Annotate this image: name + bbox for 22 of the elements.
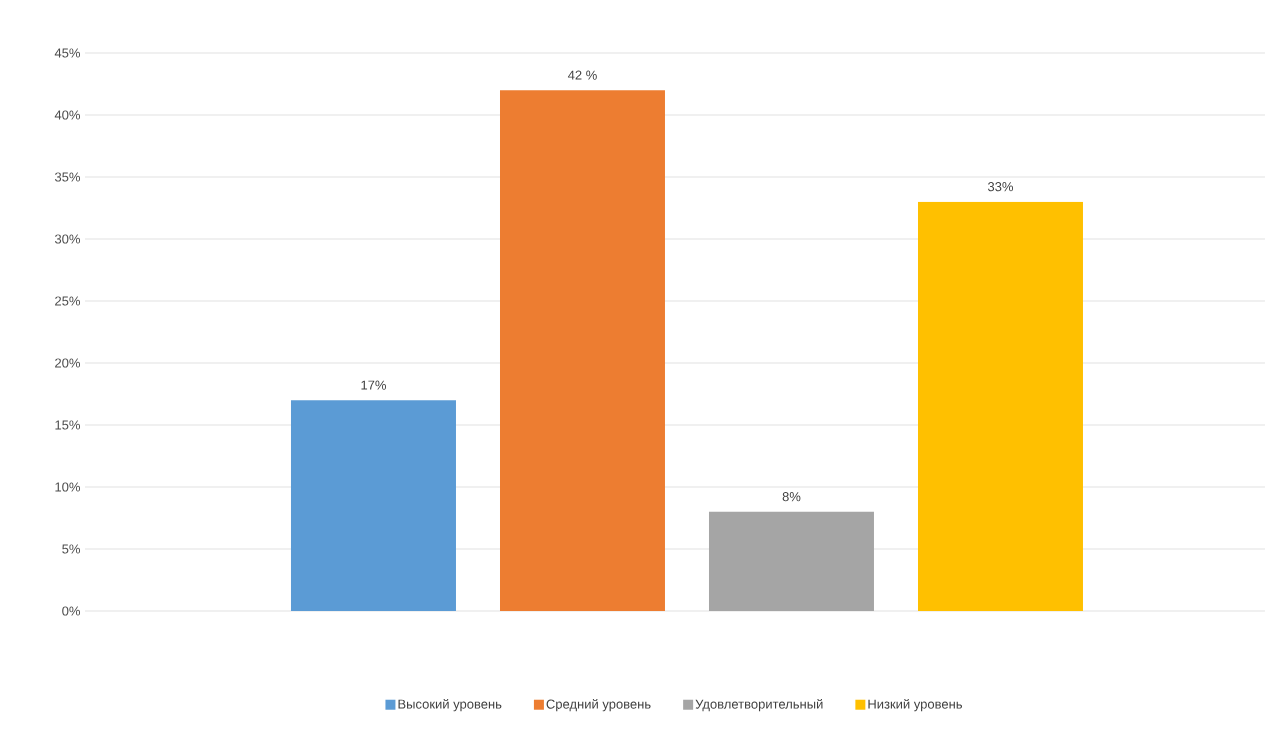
y-tick-label: 45%	[54, 48, 81, 58]
y-tick-label: 0%	[62, 606, 81, 616]
y-tick-label: 15%	[55, 420, 81, 430]
data-label: 33%	[987, 182, 1014, 192]
y-tick-label: 25%	[55, 296, 81, 306]
legend-label: Удовлетворительный	[695, 698, 823, 712]
y-tick-label: 30%	[54, 234, 81, 244]
data-label: 8%	[782, 492, 801, 502]
data-label: 42 %	[567, 70, 597, 80]
y-tick-label: 35%	[54, 172, 81, 182]
bar	[499, 90, 665, 611]
y-tick-label: 40%	[54, 110, 81, 120]
y-tick-label: 20%	[55, 358, 81, 368]
bar	[708, 511, 874, 611]
y-tick-label: 10%	[55, 482, 81, 492]
legend-label: Средний уровень	[546, 698, 651, 712]
data-label: 17%	[361, 380, 387, 390]
y-tick-label: 5%	[62, 544, 81, 554]
legend-label: Низкий уровень	[868, 698, 963, 712]
bar	[917, 201, 1083, 611]
legend-label: Высокий уровень	[398, 698, 502, 712]
bar	[290, 400, 456, 611]
